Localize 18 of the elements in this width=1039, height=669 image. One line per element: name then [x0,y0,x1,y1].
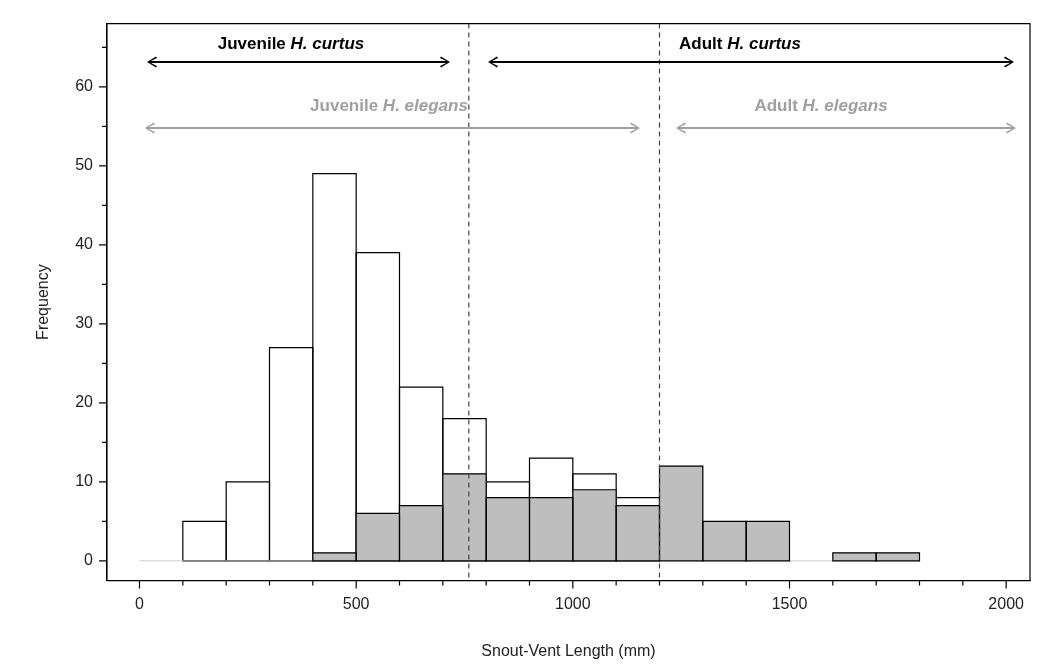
y-tick-label: 60 [75,77,94,95]
annotation: Juvenile H. elegans [310,96,468,115]
x-tick-label: 1500 [771,594,808,612]
x-tick-label: 1000 [555,594,591,612]
annotation: Juvenile H. curtus [217,34,365,53]
y-axis-title: Frequency [34,264,52,340]
x-tick-label: 2000 [988,594,1025,612]
y-tick-label: 50 [75,156,94,174]
y-tick-label: 10 [75,472,94,490]
annotation: Adult H. curtus [679,34,801,53]
y-tick-label: 20 [75,393,94,411]
x-tick-label: 0 [135,594,145,612]
x-axis-title: Snout-Vent Length (mm) [481,641,656,659]
y-tick-label: 0 [84,551,94,569]
x-tick-label: 500 [342,594,370,612]
y-tick-label: 30 [75,314,94,332]
y-tick-label: 40 [75,235,94,253]
annotation: Adult H. elegans [754,96,888,115]
